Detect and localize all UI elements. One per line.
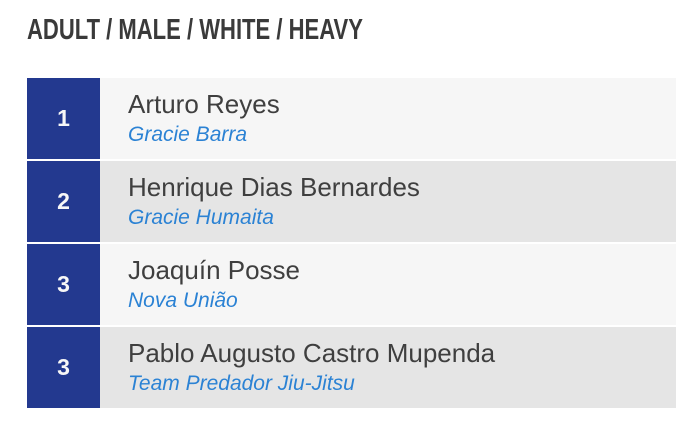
result-row: 3 Pablo Augusto Castro Mupenda Team Pred… xyxy=(27,327,676,408)
athlete-info: Joaquín Posse Nova União xyxy=(100,244,676,325)
team-link[interactable]: Nova União xyxy=(128,289,238,313)
rank-badge: 2 xyxy=(27,161,100,242)
result-row: 1 Arturo Reyes Gracie Barra xyxy=(27,78,676,159)
athlete-info: Arturo Reyes Gracie Barra xyxy=(100,78,676,159)
team-link[interactable]: Gracie Humaita xyxy=(128,206,274,230)
category-title: ADULT / MALE / WHITE / HEAVY xyxy=(27,14,363,46)
result-row: 3 Joaquín Posse Nova União xyxy=(27,244,676,325)
rank-badge: 1 xyxy=(27,78,100,159)
athlete-name: Joaquín Posse xyxy=(128,255,301,286)
rank-badge: 3 xyxy=(27,244,100,325)
team-link[interactable]: Gracie Barra xyxy=(128,123,248,147)
rank-badge: 3 xyxy=(27,327,100,408)
team-link[interactable]: Team Predador Jiu-Jitsu xyxy=(128,372,355,396)
athlete-info: Henrique Dias Bernardes Gracie Humaita xyxy=(100,161,676,242)
athlete-name: Pablo Augusto Castro Mupenda xyxy=(128,338,496,369)
athlete-name: Henrique Dias Bernardes xyxy=(128,172,420,203)
result-row: 2 Henrique Dias Bernardes Gracie Humaita xyxy=(27,161,676,242)
results-list: 1 Arturo Reyes Gracie Barra 2 Henrique D… xyxy=(27,78,676,408)
athlete-info: Pablo Augusto Castro Mupenda Team Predad… xyxy=(100,327,676,408)
athlete-name: Arturo Reyes xyxy=(128,89,280,120)
